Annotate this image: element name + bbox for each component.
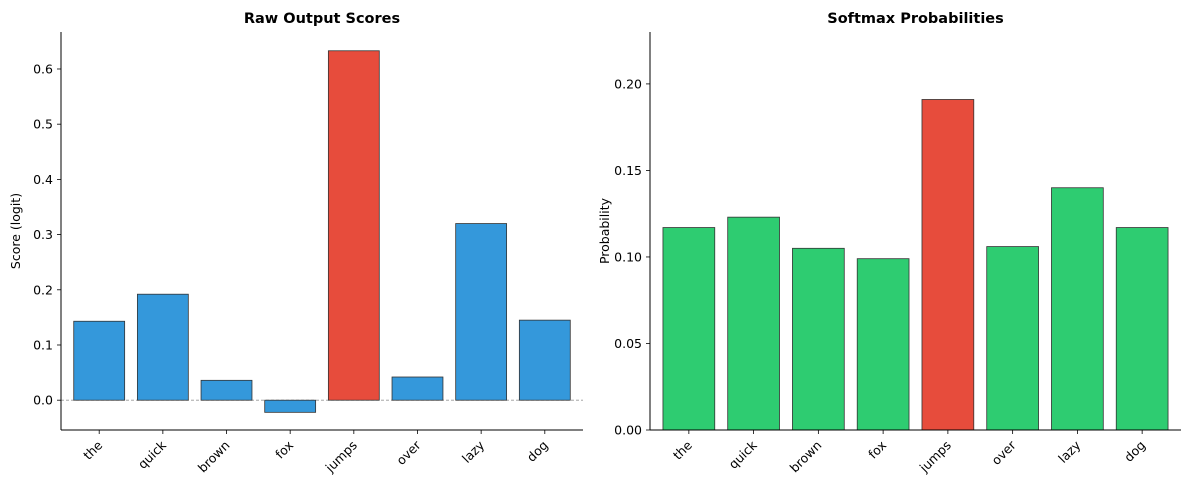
- x-tick-label: jumps: [322, 438, 360, 476]
- bar-value-label: 0.63: [341, 0, 367, 3]
- y-tick-label: 0.5: [33, 117, 53, 132]
- x-tick-label: over: [988, 437, 1019, 468]
- bar-value-label: 0.099: [867, 0, 900, 3]
- bar-quick: [727, 216, 780, 431]
- bar-value-label: 0.123: [737, 0, 770, 3]
- bar-dog: [518, 319, 571, 401]
- x-tick-label: lazy: [459, 437, 488, 466]
- x-tick-label: lazy: [1055, 437, 1084, 466]
- x-tick-label: dog: [524, 438, 551, 465]
- x-tick-label: the: [670, 437, 695, 462]
- bar-brown: [792, 247, 845, 431]
- bar-value-label: 0.14: [86, 0, 112, 3]
- bar-jumps: [921, 99, 975, 431]
- x-tick-label: quick: [725, 437, 760, 472]
- x-tick-label: dog: [1121, 438, 1148, 465]
- y-axis-label: Score (logit): [8, 193, 23, 269]
- y-tick-label: 0.1: [33, 337, 53, 352]
- bar-fox: [264, 399, 317, 413]
- x-tick-label: quick: [135, 437, 170, 472]
- bar-value-label: 0.191: [931, 0, 964, 3]
- raw-scores-chart: 0.14 the 0.19 quick 0.04 brown -0.02 fox 0.63 jum…: [8, 0, 583, 476]
- bar-quick: [136, 293, 189, 401]
- bar-jumps: [327, 50, 380, 401]
- bar-value-label: 0.106: [996, 0, 1029, 3]
- x-tick-label: the: [80, 437, 105, 462]
- bar-value-label: 0.19: [150, 0, 176, 3]
- bar-value-label: 0.105: [802, 0, 835, 3]
- y-tick-label: 0.20: [614, 76, 642, 91]
- bar-lazy: [455, 223, 508, 401]
- bar-value-label: 0.140: [1061, 0, 1094, 3]
- chart-title: Raw Output Scores: [244, 11, 400, 27]
- y-tick-label: 0.00: [614, 423, 642, 438]
- y-tick-label: 0.15: [614, 163, 642, 178]
- x-tick-label: fox: [865, 438, 889, 462]
- y-tick-label: 0.10: [614, 249, 642, 264]
- bar-value-label: 0.32: [468, 0, 494, 3]
- x-tick-label: over: [393, 437, 424, 468]
- x-tick-label: fox: [272, 438, 296, 462]
- chart-title: Softmax Probabilities: [827, 11, 1004, 27]
- bar-value-label: 0.15: [532, 0, 558, 3]
- y-tick-label: 0.4: [33, 172, 53, 187]
- bar-value-label: 0.04: [214, 0, 240, 3]
- bar-the: [73, 320, 126, 401]
- bar-value-label: -0.02: [275, 0, 305, 3]
- bar-value-label: 0.117: [1126, 0, 1159, 3]
- y-tick-label: 0.0: [33, 393, 53, 408]
- bar-brown: [200, 379, 253, 401]
- bar-over: [986, 246, 1039, 431]
- bar-dog: [1115, 227, 1169, 431]
- bar-lazy: [1051, 187, 1104, 431]
- bar-value-label: 0.117: [672, 0, 705, 3]
- y-tick-label: 0.05: [614, 336, 642, 351]
- x-tick-label: brown: [787, 438, 825, 476]
- bar-over: [391, 376, 444, 401]
- bar-fox: [856, 258, 910, 431]
- y-tick-label: 0.3: [33, 227, 53, 242]
- y-tick-label: 0.2: [33, 282, 53, 297]
- y-axis-label: Probability: [597, 197, 612, 264]
- bar-the: [662, 227, 716, 431]
- x-tick-label: brown: [195, 438, 233, 476]
- x-tick-label: jumps: [916, 438, 954, 476]
- y-tick-label: 0.6: [33, 61, 53, 76]
- softmax-chart: 0.117 the 0.123 quick 0.105 brown 0.099 fox 0.19…: [597, 0, 1181, 476]
- bar-value-label: 0.04: [405, 0, 431, 3]
